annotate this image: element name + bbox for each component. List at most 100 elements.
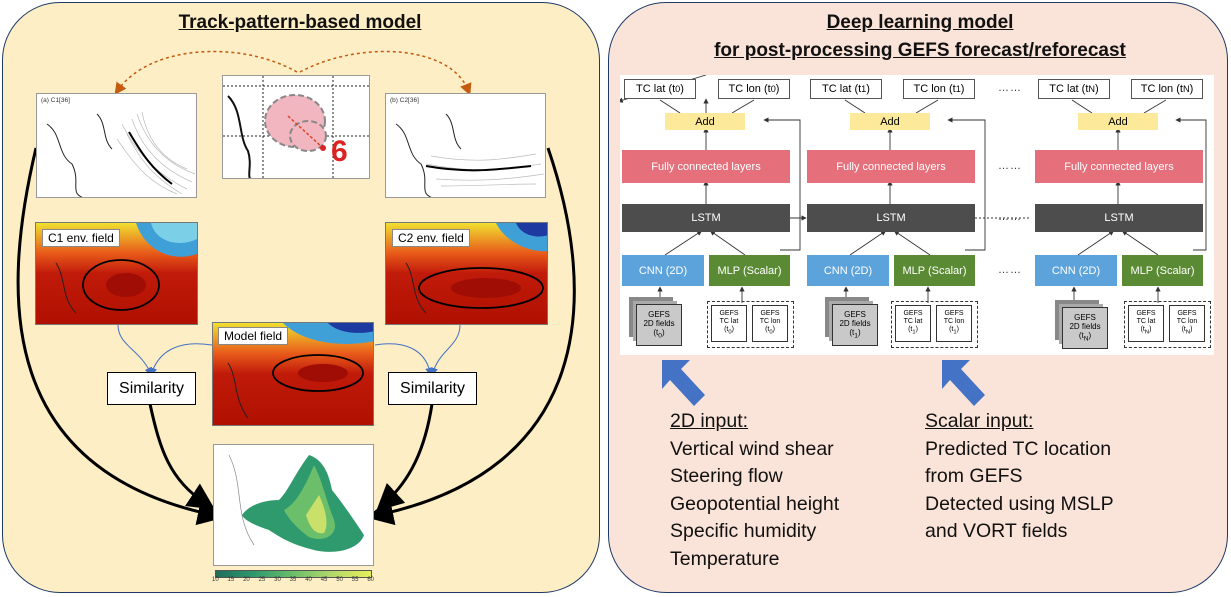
output-tc-lat-t0: TC lat (t 0)	[624, 79, 696, 99]
fields-label: GEFS	[648, 309, 670, 319]
fields-label: GEFS	[844, 309, 866, 319]
scalar-label: GEFS	[760, 310, 780, 318]
input-2d-item: Steering flow	[670, 465, 783, 487]
c1-map-label: (a) C1[36]	[41, 97, 70, 104]
time-sub: 0	[728, 329, 732, 336]
input-scalar-item: from GEFS	[925, 465, 1023, 487]
gefs-tc-lon-tn: GEFS TC lon (tN)	[1169, 305, 1205, 342]
output-subscript: 1	[861, 84, 867, 94]
gefs-tc-lon-t1: GEFS TC lon (t1)	[936, 305, 972, 342]
output-subscript: N	[1182, 84, 1190, 94]
left-connectors	[16, 50, 576, 526]
c2-map-label: (b) C2[36]	[390, 97, 419, 104]
typhoon-track-image: 6	[222, 75, 370, 179]
time-sub: 0	[658, 332, 662, 340]
lstm-t1: LSTM	[807, 204, 975, 232]
input-2d-list: 2D input: Vertical wind shear Steering f…	[670, 408, 839, 573]
output-label: TC lon (t	[728, 83, 771, 95]
c1-env-contours	[55, 223, 197, 314]
colorbar-tick: 30	[274, 577, 281, 583]
c1-tracks-figure	[46, 111, 196, 197]
similarity-left-box: Similarity	[107, 372, 196, 405]
colorbar-ticks: 10 15 20 25 30 35 40 45 50 55 60	[212, 577, 374, 587]
input-scalar-heading: Scalar input:	[925, 410, 1034, 432]
add-node-tn: Add	[1078, 113, 1158, 130]
gefs-2d-fields-t1: GEFS 2D fields (t1)	[832, 304, 878, 346]
output-label: TC lat (t	[1049, 83, 1089, 95]
output-tc-lon-t1: TC lon (t 1)	[903, 79, 975, 99]
colorbar-tick: 55	[351, 577, 359, 583]
colorbar	[215, 570, 372, 578]
ellipsis-fc: ……	[998, 160, 1022, 172]
input-scalar-item: and VORT fields	[925, 520, 1068, 542]
colorbar-tick: 35	[289, 577, 297, 583]
result-probability-map	[213, 444, 374, 566]
mlp-t1: MLP (Scalar)	[894, 255, 975, 286]
gefs-tc-lat-tn: GEFS TC lat (tN)	[1128, 305, 1164, 342]
time-sub: 1	[953, 329, 957, 336]
time-prefix: (t	[1078, 330, 1084, 340]
fields-label: 2D fields	[643, 318, 675, 328]
scalar-label: TC lon	[759, 318, 781, 326]
scalar-label: TC lat	[1136, 318, 1156, 326]
output-label: TC lon (t	[1140, 83, 1183, 95]
add-node-t0: Add	[665, 113, 745, 130]
ellipsis-outputs: ……	[998, 82, 1022, 94]
output-label: TC lon (t	[913, 83, 956, 95]
time-prefix: (t	[949, 326, 954, 334]
c2-track-map: (b) C2[36]	[385, 93, 546, 198]
scalar-label: TC lat	[903, 318, 923, 326]
input-2d-item: Geopotential height	[670, 492, 840, 515]
input-scalar-item: Predicted TC location	[925, 437, 1112, 460]
output-tc-lon-t0: TC lon (t 0)	[718, 79, 790, 99]
scalar-time: (t1)	[908, 326, 918, 336]
similarity-right-box: Similarity	[388, 372, 477, 405]
model-field-map: Model field	[212, 322, 374, 426]
fields-time: (t0)	[653, 327, 665, 340]
svg-text:6: 6	[331, 135, 348, 168]
scalar-time: (tN)	[1181, 326, 1193, 336]
colorbar-tick: 40	[305, 577, 312, 583]
colorbar-tick: 15	[227, 577, 235, 583]
scalar-time: (t1)	[949, 326, 959, 336]
cnn-t0: CNN (2D)	[622, 255, 704, 286]
colorbar-tick: 25	[258, 577, 266, 583]
scalar-group-t0	[707, 301, 794, 348]
scalar-label: TC lon	[1176, 318, 1198, 326]
scalar-label: TC lon	[943, 318, 965, 326]
fully-connected-t0: Fully connected layers	[622, 150, 790, 183]
scalar-label: GEFS	[1177, 310, 1197, 318]
output-subscript: 0	[675, 84, 681, 94]
scalar-label: GEFS	[944, 310, 964, 318]
time-sub: 1	[912, 329, 916, 336]
time-prefix: (t	[1181, 326, 1186, 334]
fields-time: (t1)	[849, 327, 861, 340]
output-tc-lat-tn: TC lat (t N)	[1038, 79, 1110, 99]
right-panel-title-line1: Deep learning model	[826, 12, 1014, 33]
lstm-tn: LSTM	[1035, 204, 1203, 232]
time-sub: N	[1144, 329, 1150, 336]
lstm-t0: LSTM	[622, 204, 790, 232]
scalar-group-t1	[891, 301, 978, 348]
fields-label: 2D fields	[1069, 321, 1101, 331]
add-node-t1: Add	[850, 113, 930, 130]
input-2d-item: Temperature	[670, 547, 780, 570]
fields-time: (tN)	[1078, 330, 1092, 343]
model-field-label: Model field	[218, 327, 289, 345]
time-prefix: (t	[724, 326, 729, 334]
colorbar-tick: 60	[367, 577, 374, 583]
fully-connected-tn: Fully connected layers	[1035, 150, 1203, 183]
c2-env-label: C2 env. field	[392, 229, 470, 247]
c2-tracks-figure	[395, 113, 545, 197]
output-tc-lat-t1: TC lat (t 1)	[810, 79, 882, 99]
arrow-2d-input-icon	[662, 360, 705, 406]
time-sub: N	[1083, 335, 1089, 343]
input-2d-item: Specific humidity	[670, 520, 817, 542]
time-prefix: (t	[765, 326, 770, 334]
scalar-label: TC lat	[719, 318, 739, 326]
scalar-label: GEFS	[903, 310, 923, 318]
cnn-tn: CNN (2D)	[1035, 255, 1117, 286]
colorbar-tick: 45	[320, 577, 328, 583]
c1-env-label: C1 env. field	[42, 229, 120, 247]
gefs-2d-fields-t0: GEFS 2D fields (t0)	[636, 304, 682, 346]
